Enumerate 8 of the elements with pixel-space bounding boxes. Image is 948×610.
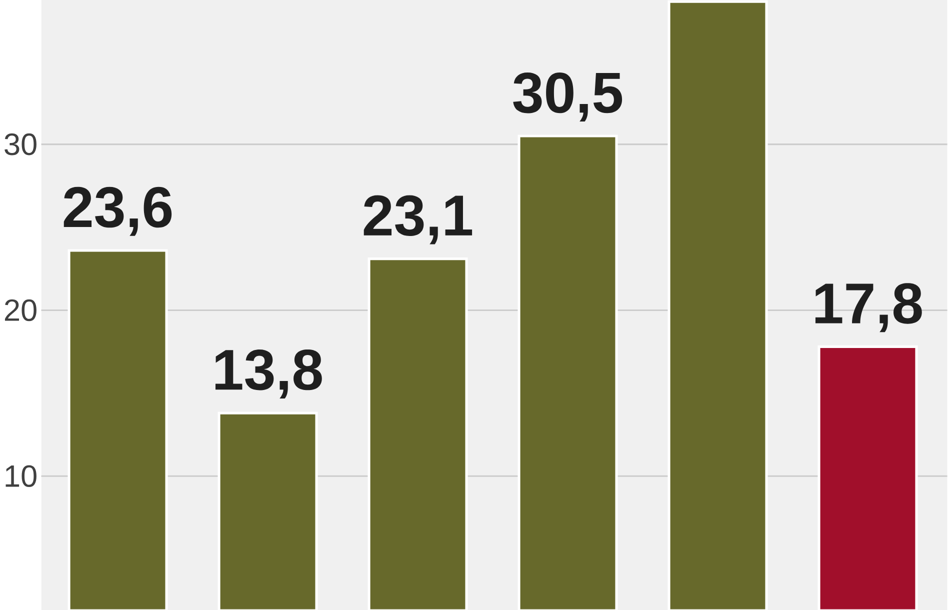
data-label: 23,6 [64, 186, 172, 236]
y-tick-label: 10 [6, 464, 36, 487]
y-tick-label: 30 [4, 133, 36, 155]
y-tick-label: 20 [4, 299, 36, 321]
data-label: 13,8 [215, 349, 322, 398]
data-label: 23,1 [364, 194, 472, 244]
data-label: 30,5 [513, 72, 622, 122]
data-label: 17,8 [815, 282, 922, 332]
